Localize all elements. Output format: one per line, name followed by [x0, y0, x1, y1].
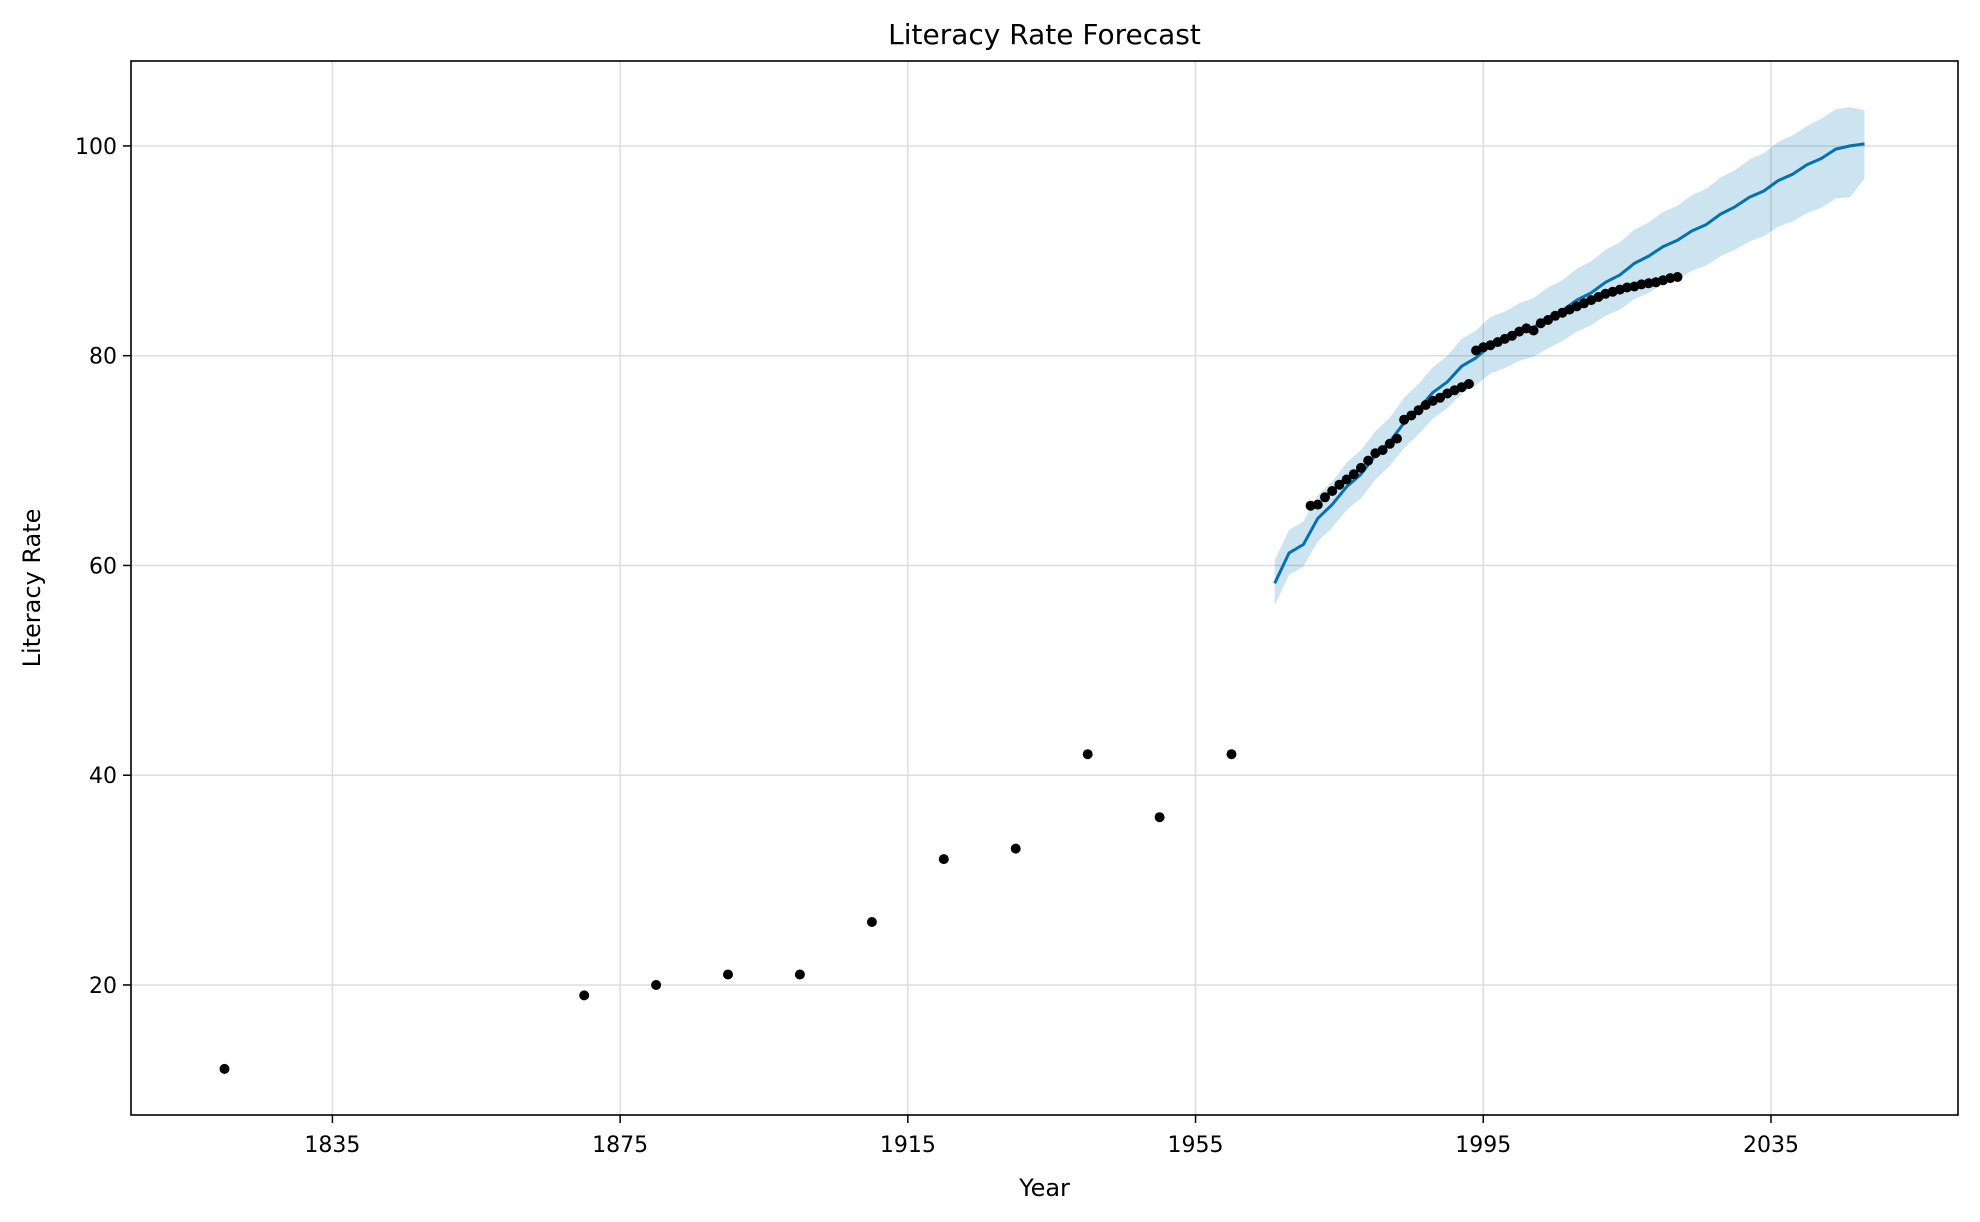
observed-point [1327, 486, 1338, 496]
observed-point [794, 969, 805, 980]
x-tick-label: 1995 [1455, 1133, 1511, 1158]
observed-point [219, 1063, 230, 1074]
observed-point [1010, 843, 1021, 854]
y-tick-label: 80 [89, 345, 117, 370]
observed-point [1463, 379, 1474, 389]
x-tick-label: 2035 [1743, 1133, 1799, 1158]
x-axis-ticks: 1835 1875 1915 1955 1995 2035 [304, 1115, 1799, 1158]
observed-point [1320, 492, 1330, 503]
y-tick-label: 40 [89, 764, 117, 789]
observed-point [1392, 433, 1402, 444]
observed-point [1356, 462, 1366, 473]
observed-point [1154, 812, 1165, 823]
x-tick-label: 1875 [592, 1133, 648, 1158]
plot-area-frame [130, 60, 1959, 1116]
observed-point [1384, 438, 1395, 449]
observed-point [1377, 445, 1388, 456]
uncertainty-band [1274, 107, 1865, 606]
observed-point [1341, 474, 1352, 485]
observed-point [1334, 479, 1345, 490]
uncertainty-band-layer [1274, 107, 1865, 606]
observed-point [938, 854, 949, 865]
observed-point [579, 990, 590, 1001]
y-tick-label: 60 [89, 554, 117, 579]
observed-point [1312, 499, 1323, 510]
observed-point [1226, 749, 1237, 760]
x-tick-label: 1955 [1168, 1133, 1224, 1158]
y-tick-label: 20 [89, 974, 117, 999]
gridlines [131, 61, 1958, 1115]
observed-point [1672, 272, 1683, 282]
x-tick-label: 1835 [304, 1133, 360, 1158]
x-axis-label: Year [1018, 1174, 1070, 1202]
y-tick-label: 100 [75, 135, 117, 160]
y-axis-ticks: 20 40 60 80 100 [75, 135, 131, 999]
observed-points-layer [219, 272, 1683, 1074]
observed-point [651, 980, 662, 990]
observed-point [1528, 325, 1539, 336]
observed-point [1082, 749, 1093, 760]
observed-point [1413, 405, 1424, 416]
observed-point [1348, 469, 1359, 480]
chart-title: Literacy Rate Forecast [888, 18, 1201, 51]
observed-point [1406, 410, 1417, 421]
x-tick-label: 1915 [880, 1133, 936, 1158]
observed-point [866, 917, 877, 927]
observed-point [1363, 455, 1374, 466]
y-axis-label: Literacy Rate [18, 509, 46, 668]
observed-point [723, 969, 733, 980]
